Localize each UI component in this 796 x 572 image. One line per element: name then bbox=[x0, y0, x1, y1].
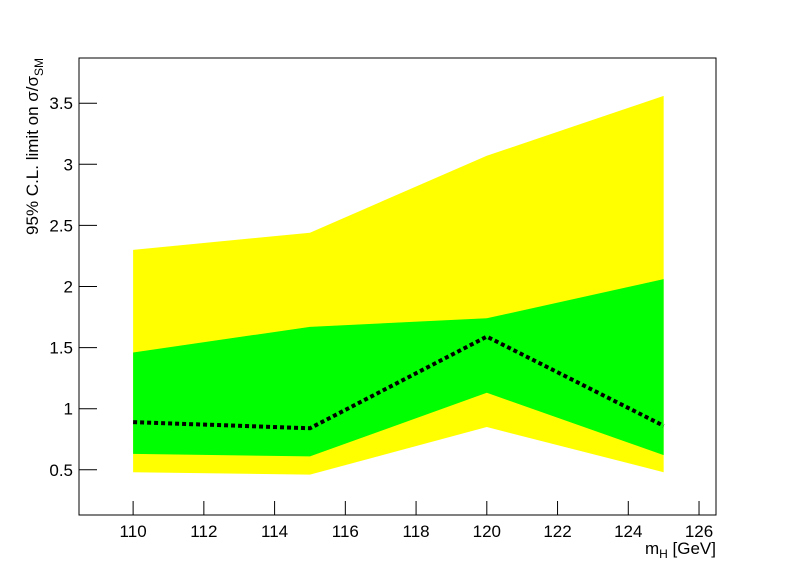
y-label-main: 95% C.L. limit on σ/σ bbox=[23, 76, 42, 235]
y-tick-label: 3 bbox=[64, 155, 73, 174]
y-tick-label: 2 bbox=[64, 278, 73, 297]
y-tick-label: 3.5 bbox=[49, 94, 73, 113]
x-tick-label: 110 bbox=[120, 522, 147, 541]
y-tick-label: 0.5 bbox=[49, 461, 73, 480]
x-tick-label: 112 bbox=[190, 522, 217, 541]
y-tick-label: 1.5 bbox=[49, 339, 73, 358]
x-tick-label: 120 bbox=[473, 522, 501, 541]
x-tick-label: 124 bbox=[614, 522, 642, 541]
median-line bbox=[133, 334, 665, 431]
x-label-main: m bbox=[645, 539, 659, 558]
x-label-unit: [GeV] bbox=[668, 539, 716, 558]
x-tick-label: 118 bbox=[403, 522, 430, 541]
y-tick-label: 1 bbox=[64, 400, 73, 419]
y-axis-label: 95% C.L. limit on σ/σSM bbox=[23, 58, 46, 235]
y-tick-label: 2.5 bbox=[49, 216, 73, 235]
x-label-sub: H bbox=[659, 547, 668, 561]
band bbox=[133, 279, 664, 457]
y-label-sub: SM bbox=[32, 58, 46, 76]
x-axis-label: mH [GeV] bbox=[645, 539, 716, 561]
x-tick-label: 114 bbox=[261, 522, 288, 541]
x-tick-label: 122 bbox=[543, 522, 571, 541]
x-tick-label: 126 bbox=[685, 522, 713, 541]
x-tick-label: 116 bbox=[332, 522, 359, 541]
